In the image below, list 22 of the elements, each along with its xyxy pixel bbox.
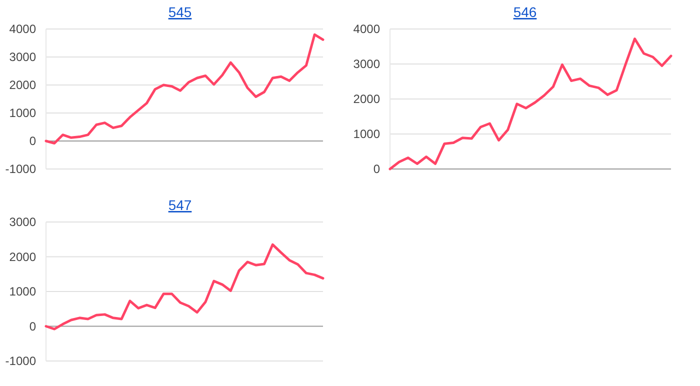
- y-tick-label: 3000: [9, 50, 36, 64]
- y-tick-label: 2000: [353, 92, 380, 106]
- y-tick-label: 0: [29, 134, 36, 148]
- y-tick-label: 0: [373, 162, 380, 176]
- y-tick-label: 4000: [9, 22, 36, 36]
- y-tick-label: 2000: [9, 250, 36, 264]
- y-tick-label: 1000: [9, 284, 36, 299]
- chart-title: 546: [513, 4, 537, 20]
- y-tick-label: 1000: [9, 106, 36, 120]
- chart-title: 547: [168, 197, 192, 213]
- line-series: [388, 38, 672, 170]
- y-tick-label: 1000: [353, 127, 380, 142]
- y-tick-label: 4000: [353, 22, 380, 36]
- y-tick-label: 2000: [9, 78, 36, 92]
- y-tick-label: 3000: [9, 215, 36, 230]
- y-tick-label: 0: [29, 319, 36, 334]
- y-tick-label: -1000: [5, 354, 36, 368]
- line-series: [44, 243, 324, 330]
- line-series: [44, 33, 324, 144]
- y-tick-label: 3000: [353, 57, 380, 72]
- chart-title: 545: [168, 4, 192, 20]
- y-tick-label: -1000: [5, 162, 36, 176]
